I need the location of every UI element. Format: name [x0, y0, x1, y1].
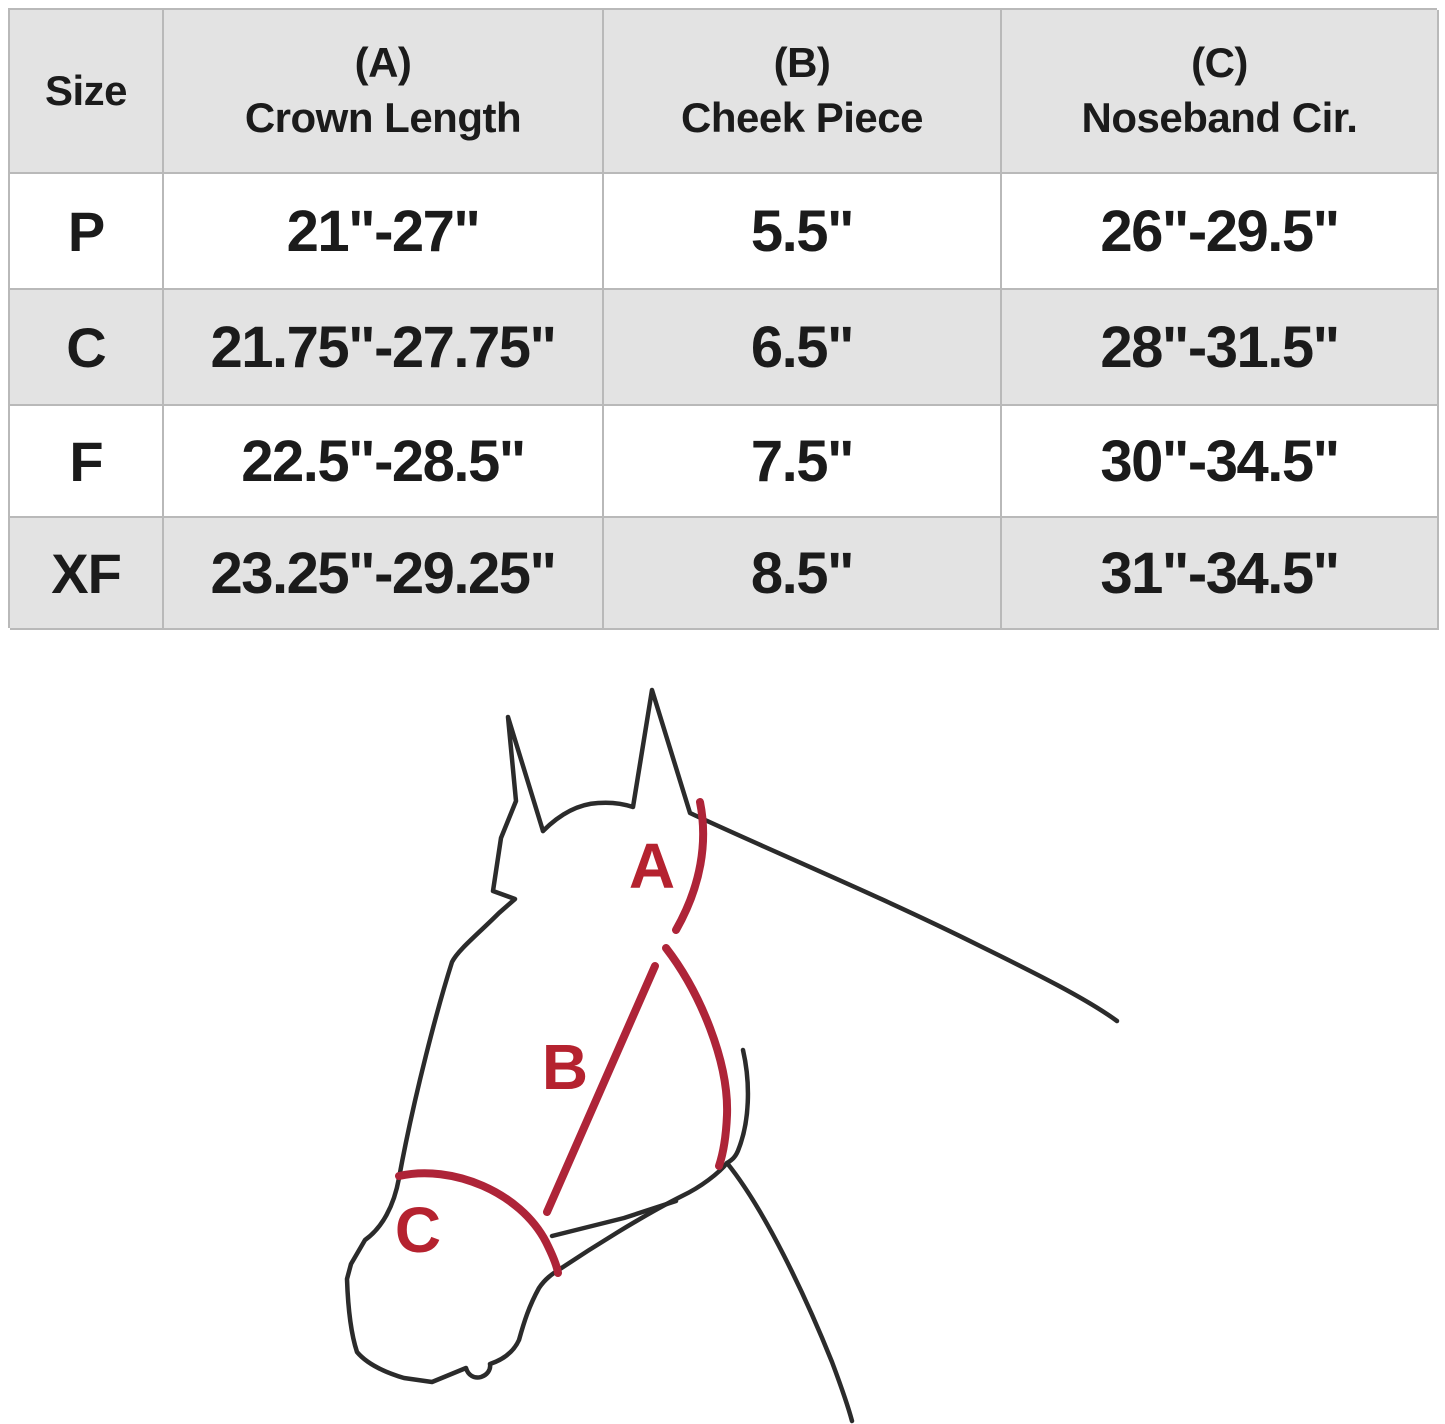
row-xf-cheek: 8.5" [604, 518, 1002, 630]
header-crown-length: (A) Crown Length [164, 10, 604, 174]
row-f-cheek: 7.5" [604, 406, 1002, 518]
halter-crown-strap-a [672, 798, 708, 934]
horse-ears-neck-path [540, 687, 1120, 1024]
row-f-crown: 22.5"-28.5" [164, 406, 604, 518]
header-size: Size [10, 10, 164, 174]
row-xf-noseband: 31"-34.5" [1002, 518, 1439, 630]
row-f-size: F [10, 406, 164, 518]
halter-noseband-strap-c [395, 1169, 562, 1277]
halter-size-table: Size (A) Crown Length (B) Cheek Piece (C… [8, 8, 1439, 630]
row-p-cheek: 5.5" [604, 174, 1002, 290]
row-c-noseband: 28"-31.5" [1002, 290, 1439, 406]
row-p-size: P [10, 174, 164, 290]
row-c-size: C [10, 290, 164, 406]
row-c-crown: 21.75"-27.75" [164, 290, 604, 406]
header-cheek-piece: (B) Cheek Piece [604, 10, 1002, 174]
row-xf-size: XF [10, 518, 164, 630]
row-p-crown: 21"-27" [164, 174, 604, 290]
header-b-name: Cheek Piece [681, 94, 924, 141]
header-b-tag: (B) [773, 39, 831, 87]
header-c-tag: (C) [1191, 39, 1248, 87]
horse-mouth-path [549, 1198, 679, 1239]
row-xf-crown: 23.25"-29.25" [164, 518, 604, 630]
horse-outline [344, 687, 1120, 1424]
header-a-name: Crown Length [244, 94, 522, 141]
halter-straps [395, 798, 732, 1277]
header-a-tag: (A) [354, 39, 412, 87]
halter-cheek-strap-b [543, 962, 659, 1216]
header-size-label: Size [44, 66, 128, 114]
row-f-noseband: 30"-34.5" [1002, 406, 1439, 518]
halter-throat-strap [662, 944, 732, 1170]
row-p-noseband: 26"-29.5" [1002, 174, 1439, 290]
header-c-name: Noseband Cir. [1081, 94, 1358, 141]
row-c-cheek: 6.5" [604, 290, 1002, 406]
horse-face-outline-path [344, 714, 730, 1385]
label-c-noseband: C [395, 1194, 441, 1266]
label-a-crown: A [629, 830, 675, 902]
horse-neck-front-path [724, 1160, 855, 1424]
horse-halter-diagram: A B C [0, 628, 1445, 1424]
header-noseband-cir: (C) Noseband Cir. [1002, 10, 1439, 174]
horse-jowl-path [724, 1047, 751, 1166]
label-b-cheek: B [542, 1031, 588, 1103]
